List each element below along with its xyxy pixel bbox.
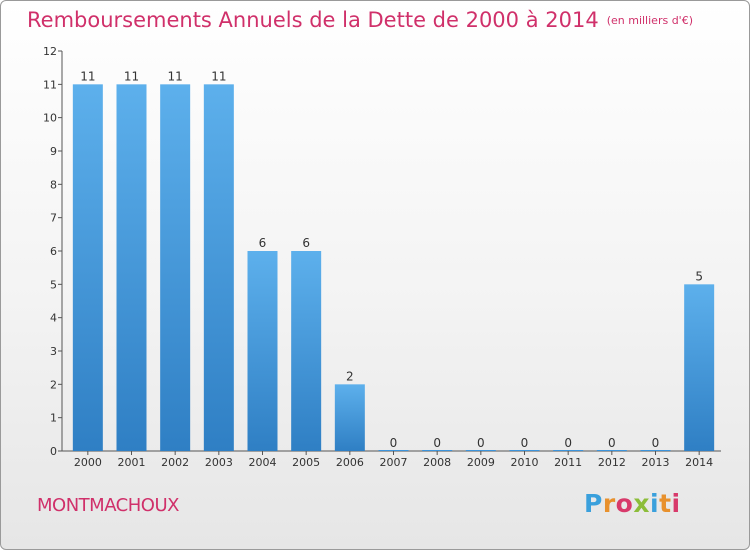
x-tick-label: 2007	[380, 456, 408, 469]
x-tick-label: 2013	[642, 456, 670, 469]
logo-letter: x	[633, 489, 650, 518]
data-label: 2	[346, 369, 354, 383]
x-tick-label: 2014	[685, 456, 713, 469]
bar	[116, 84, 147, 451]
y-tick-label: 7	[50, 212, 57, 225]
x-tick-label: 2009	[467, 456, 495, 469]
data-label: 0	[608, 436, 616, 450]
y-tick-label: 9	[50, 145, 57, 158]
bar	[640, 450, 671, 451]
data-label: 0	[390, 436, 398, 450]
bar	[247, 251, 278, 451]
x-tick-label: 2003	[205, 456, 233, 469]
bar	[422, 450, 453, 451]
bar	[160, 84, 191, 451]
logo-letter: P	[584, 489, 603, 518]
x-tick-label: 2005	[292, 456, 320, 469]
x-tick-label: 2002	[161, 456, 189, 469]
x-tick-label: 2006	[336, 456, 364, 469]
logo-letter: t	[659, 489, 672, 518]
bar	[291, 251, 322, 451]
x-tick-label: 2010	[511, 456, 539, 469]
y-tick-label: 2	[50, 378, 57, 391]
y-tick-label: 6	[50, 245, 57, 258]
bar	[334, 384, 365, 451]
data-label: 11	[168, 69, 183, 83]
logo-letter: i	[650, 489, 660, 518]
bar	[72, 84, 103, 451]
chart-bars	[72, 84, 715, 451]
data-label: 11	[80, 69, 95, 83]
data-label: 0	[652, 436, 660, 450]
x-tick-label: 2001	[118, 456, 146, 469]
bar	[596, 450, 627, 451]
chart-title: Remboursements Annuels de la Dette de 20…	[27, 8, 693, 32]
data-label: 5	[695, 269, 703, 283]
data-label: 0	[477, 436, 485, 450]
y-tick-label: 10	[43, 112, 57, 125]
title-text: Remboursements Annuels de la Dette de 20…	[27, 8, 599, 32]
y-tick-label: 5	[50, 278, 57, 291]
data-label: 0	[433, 436, 441, 450]
logo-letter: i	[671, 489, 681, 518]
data-label: 0	[564, 436, 572, 450]
y-tick-label: 4	[50, 312, 57, 325]
logo-letter: o	[615, 489, 634, 518]
bar	[684, 284, 715, 451]
bar	[203, 84, 234, 451]
data-label: 6	[302, 236, 310, 250]
x-tick-label: 2012	[598, 456, 626, 469]
data-label: 11	[124, 69, 139, 83]
y-tick-label: 11	[43, 78, 57, 91]
y-tick-label: 12	[43, 45, 57, 58]
bar	[553, 450, 584, 451]
proxiti-logo: Proxiti	[584, 489, 681, 518]
y-tick-label: 8	[50, 178, 57, 191]
chart-subtitle: (en milliers d'€)	[606, 14, 693, 27]
bar	[465, 450, 496, 451]
commune-name: MONTMACHOUX	[37, 495, 179, 516]
y-tick-label: 1	[50, 412, 57, 425]
chart-data-labels: 11 11 11 11 6 6 2 0 0 0 0 0 0 0 5	[80, 69, 703, 450]
bar	[378, 450, 409, 451]
x-tick-label: 2000	[74, 456, 102, 469]
x-tick-label: 2004	[249, 456, 277, 469]
data-label: 11	[211, 69, 226, 83]
y-tick-label: 3	[50, 345, 57, 358]
y-tick-label: 0	[50, 445, 57, 458]
x-tick-label: 2008	[423, 456, 451, 469]
data-label: 6	[259, 236, 267, 250]
x-tick-label: 2011	[554, 456, 582, 469]
bar	[509, 450, 540, 451]
data-label: 0	[521, 436, 529, 450]
logo-letter: r	[602, 489, 616, 518]
